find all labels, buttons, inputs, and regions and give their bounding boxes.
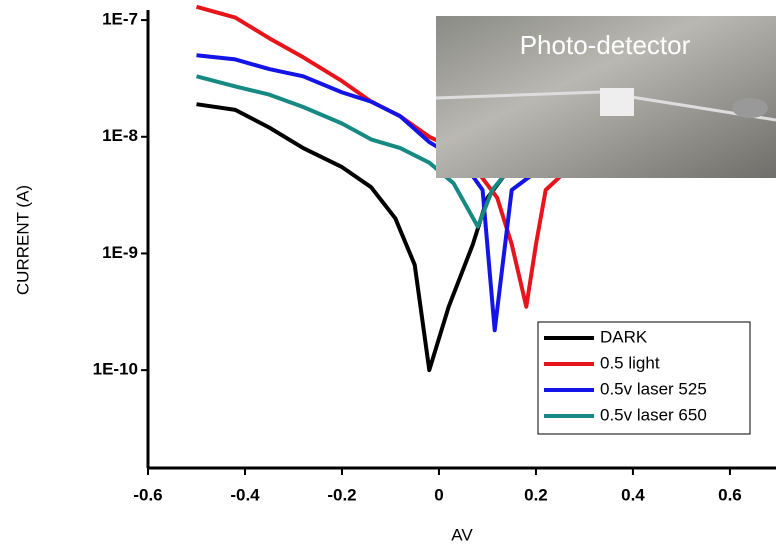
x-tick-label: -0.6 (133, 485, 162, 504)
photo-detail (600, 88, 634, 116)
x-tick-label: -0.4 (230, 485, 260, 504)
plot-area (195, 4, 567, 373)
legend-label: DARK (600, 327, 648, 346)
legend: DARK 0.5 light 0.5v laser 525 0.5v laser 65… (537, 321, 751, 435)
y-tick-label: 1E-7 (102, 10, 138, 29)
legend-label: 0.5 light (600, 353, 660, 372)
x-axis-title: AV (451, 525, 473, 544)
x-tick-label: 0.2 (524, 485, 548, 504)
inset-photo: Photo-detector (435, 16, 776, 178)
x-tick-label: -0.2 (327, 485, 356, 504)
legend-label: 0.5v laser 525 (600, 379, 707, 398)
series-line (196, 53, 538, 333)
y-axis-title: CURRENT (A) (13, 185, 32, 295)
legend-label: 0.5v laser 650 (600, 405, 707, 424)
inset-label: Photo-detector (520, 30, 691, 60)
photo-detail (732, 98, 768, 118)
y-tick-label: 1E-9 (102, 243, 138, 262)
y-tick-label: 1E-10 (93, 360, 138, 379)
y-tick-label: 1E-8 (102, 126, 138, 145)
x-tick-label: 0 (434, 485, 443, 504)
x-tick-label: 0.4 (621, 485, 645, 504)
series-line (195, 74, 509, 229)
x-tick-label: 0.6 (718, 485, 742, 504)
